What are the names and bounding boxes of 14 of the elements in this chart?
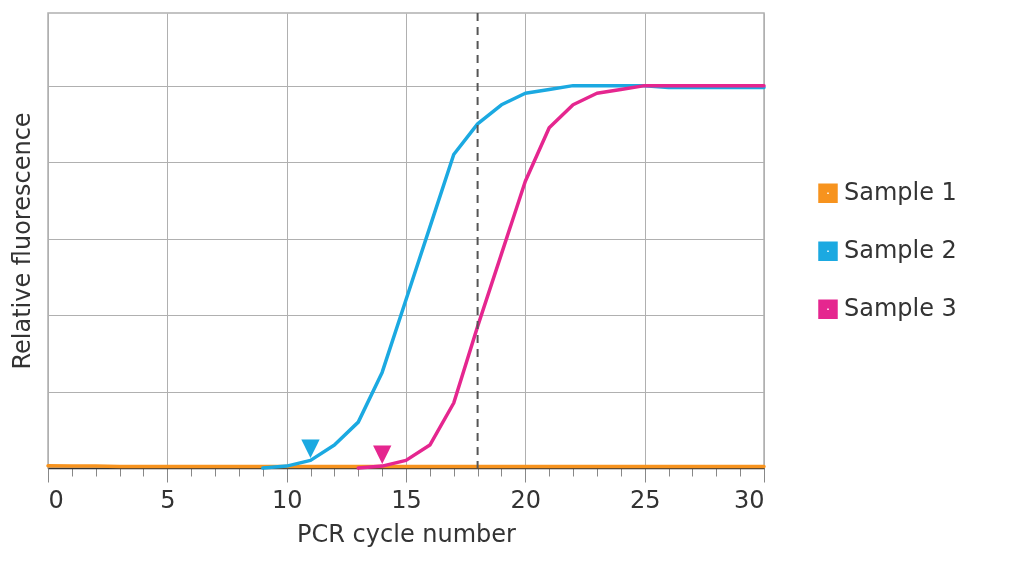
x-tick-label: 25	[629, 485, 661, 514]
annotation: ▼	[372, 439, 392, 468]
x-tick-label: 5	[160, 485, 176, 514]
legend-label: Sample 2	[844, 236, 957, 265]
x-tick-label: 20	[510, 485, 542, 514]
legend-label: Sample 3	[844, 294, 957, 323]
x-tick-label: 30	[733, 485, 765, 514]
x-tick-label: 0	[48, 485, 64, 514]
annotation: ▼	[301, 433, 321, 462]
legend-label: Sample 1	[844, 178, 957, 207]
x-tick-label: 10	[271, 485, 303, 514]
x-tick-label: 15	[391, 485, 422, 514]
x-axis-title: PCR cycle number	[297, 519, 517, 548]
y-axis-title: Relative fluorescence	[7, 112, 36, 370]
